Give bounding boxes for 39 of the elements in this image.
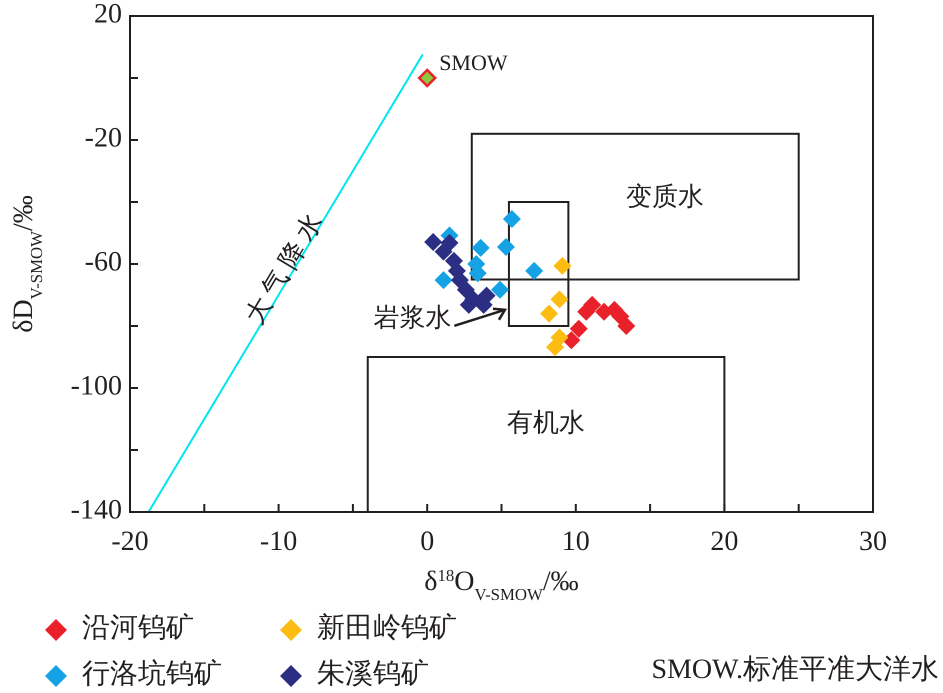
point [434,242,453,261]
y-tick-label: 20 [94,0,122,30]
point [502,210,521,228]
point [617,317,636,335]
legend-label: 新田岭钨矿 [317,612,457,644]
legend-label: 沿河钨矿 [82,612,194,644]
point [525,262,544,280]
annotation: 变质水 [626,182,704,211]
point [434,271,453,290]
x-tick-label: 20 [710,526,738,557]
y-tick-label: -60 [84,246,122,278]
point [570,320,588,338]
series-label: SMOW [439,50,508,75]
x-tick-label: -10 [260,526,298,557]
point [491,280,510,299]
point [550,290,568,308]
legend-label: 行洛坑钨矿 [82,658,222,690]
point [496,238,515,256]
annotation: 有机水 [507,408,586,438]
x-tick-label: -20 [111,526,149,557]
point [540,304,558,323]
point [424,232,442,251]
annotation: 岩浆水 [373,302,452,332]
point [546,338,564,356]
x-tick-label: 30 [859,526,887,557]
x-tick-label: 10 [562,526,590,557]
legend-label: 朱溪钨矿 [317,658,429,690]
x-axis-title: δ$^{18}$O$_{V-SMOW}$/‰ [424,566,579,604]
point [472,238,490,257]
y-tick-label: -100 [70,370,122,402]
y-tick-label: -140 [70,494,122,526]
point [553,256,572,275]
x-tick-label: 0 [420,526,434,557]
text: SMOW.标准平准大洋水 [651,654,939,685]
point [562,331,580,350]
point [456,280,475,299]
annotation: 大 气 降 水 [240,208,328,330]
y-tick-label: -20 [84,122,122,154]
point [418,68,436,88]
